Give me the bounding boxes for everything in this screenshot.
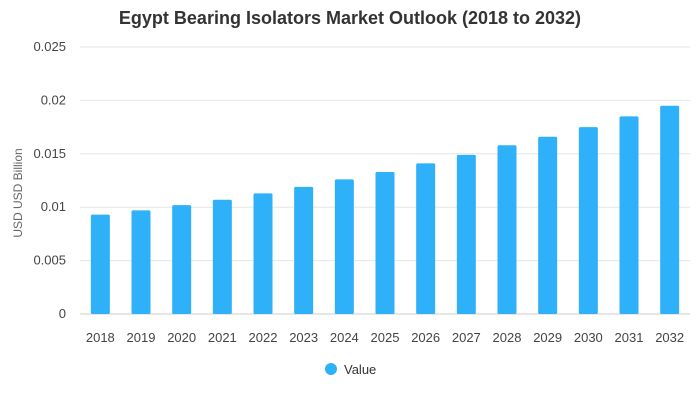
x-tick-label: 2029	[533, 330, 562, 345]
bars	[90, 105, 680, 315]
y-tick-label: 0.025	[33, 39, 66, 54]
bar-2031[interactable]	[619, 116, 639, 314]
bar-2021[interactable]	[212, 199, 232, 314]
x-axis-ticks: 2018 2019 2020 2021 2022 2023 2024 2025 2026 2027…	[86, 330, 684, 345]
x-tick-label: 2020	[167, 330, 196, 345]
x-tick-label: 2022	[249, 330, 278, 345]
x-tick-label: 2024	[330, 330, 359, 345]
bar-2030[interactable]	[578, 127, 598, 314]
bar-2024[interactable]	[334, 179, 354, 314]
chart-title: Egypt Bearing Isolators Market Outlook (…	[118, 8, 582, 28]
y-axis-title: USD USD Billion	[11, 148, 25, 237]
x-tick-label: 2027	[452, 330, 481, 345]
legend-swatch-value	[325, 363, 337, 375]
x-tick-label: 2026	[411, 330, 440, 345]
bar-2029[interactable]	[538, 136, 558, 314]
x-tick-label: 2023	[289, 330, 318, 345]
bar-2026[interactable]	[416, 163, 436, 314]
bar-2019[interactable]	[131, 210, 151, 314]
bar-2022[interactable]	[253, 193, 273, 314]
y-tick-label: 0.005	[33, 253, 66, 268]
x-tick-label: 2018	[86, 330, 115, 345]
y-tick-label: 0.02	[41, 92, 66, 107]
x-tick-label: 2031	[615, 330, 644, 345]
x-tick-label: 2019	[127, 330, 156, 345]
legend[interactable]: Value	[325, 362, 376, 377]
x-tick-label: 2030	[574, 330, 603, 345]
legend-label-value: Value	[344, 362, 376, 377]
y-tick-label: 0.01	[41, 199, 66, 214]
y-tick-label: 0.015	[33, 146, 66, 161]
bar-2023[interactable]	[294, 186, 314, 314]
x-tick-label: 2032	[655, 330, 684, 345]
bar-2032[interactable]	[660, 105, 680, 315]
bar-2025[interactable]	[375, 171, 395, 314]
y-axis-ticks: 0 0.005 0.01 0.015 0.02 0.025	[33, 39, 66, 321]
bar-2018[interactable]	[90, 214, 110, 314]
x-tick-label: 2028	[493, 330, 522, 345]
bar-2020[interactable]	[172, 205, 192, 314]
bar-2028[interactable]	[497, 145, 517, 314]
x-tick-label: 2021	[208, 330, 237, 345]
x-tick-label: 2025	[371, 330, 400, 345]
bar-2027[interactable]	[456, 154, 476, 314]
y-tick-label: 0	[59, 306, 66, 321]
